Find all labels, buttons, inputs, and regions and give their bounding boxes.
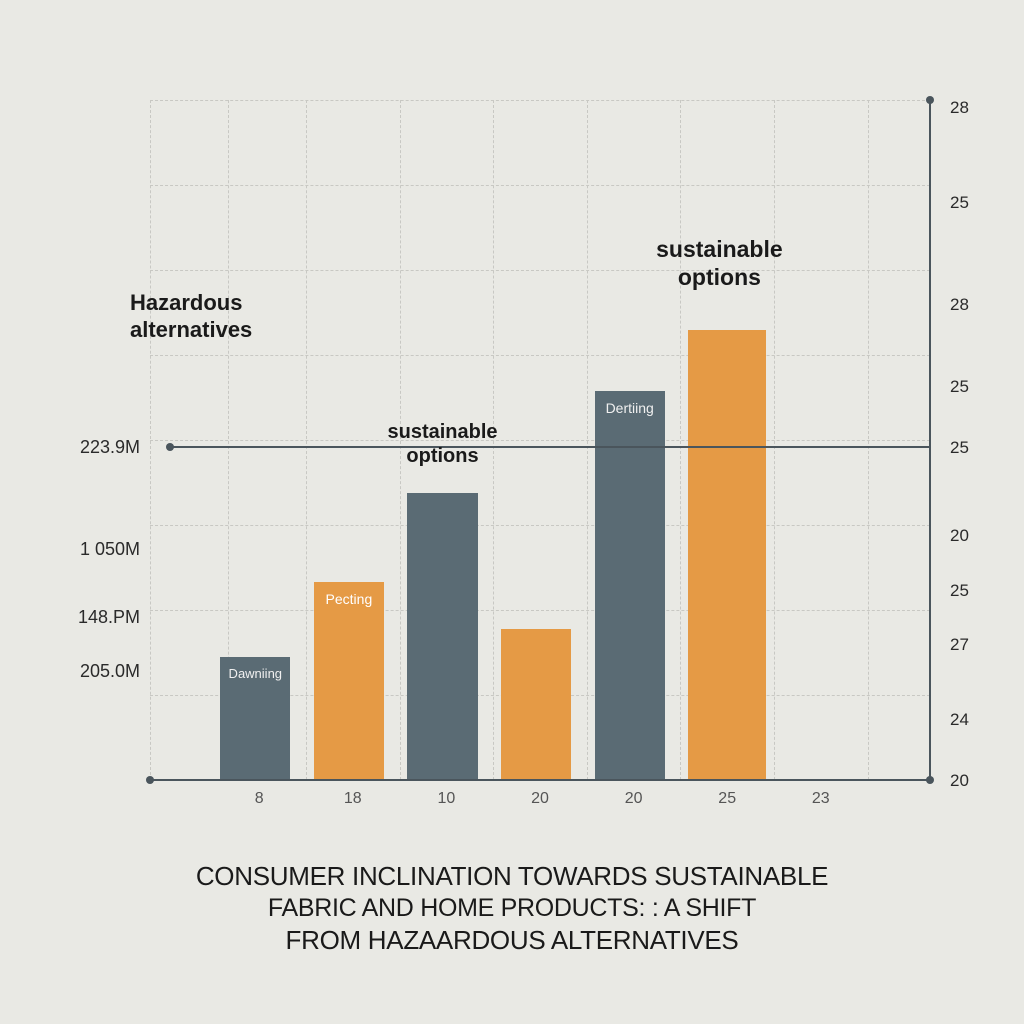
grid-line-vertical [587,100,588,780]
y-axis-label-right: 28 [930,295,969,315]
grid-line-horizontal [150,100,930,101]
bar [407,493,477,779]
x-axis-label: 8 [255,780,264,808]
x-axis-label: 10 [437,780,455,808]
y-axis-label-right: 25 [930,438,969,458]
title-line-1: CONSUMER INCLINATION TOWARDS SUSTAINABLE [162,860,862,893]
y-axis-label-right: 20 [930,771,969,791]
x-axis-label: 18 [344,780,362,808]
y-axis-label-left: 205.0M [80,661,150,682]
annotation: Pecting [326,591,373,608]
annotation: Hazardousalternatives [130,290,252,343]
y-axis-label-right: 27 [930,635,969,655]
grid-line-vertical [150,100,151,780]
x-axis-label: 20 [531,780,549,808]
y-axis-label-right: 25 [930,377,969,397]
bar [314,582,384,779]
origin-dot [146,776,154,784]
grid-line-vertical [868,100,869,780]
y-axis-label-left: 223.9M [80,437,150,458]
bar [688,330,766,779]
grid-line-horizontal [150,270,930,271]
grid-line-vertical [680,100,681,780]
reference-line-dot [166,443,174,451]
grid-line-horizontal [150,525,930,526]
chart-area: 223.9M1 050M148.PM205.0M2825282525202527… [150,100,930,780]
y-axis-label-right: 25 [930,581,969,601]
grid-line-horizontal [150,610,930,611]
grid-line-horizontal [150,440,930,441]
y-axis-label-right: 24 [930,710,969,730]
annotation: sustainableoptions [656,236,783,291]
chart-title: CONSUMER INCLINATION TOWARDS SUSTAINABLE… [162,860,862,956]
y-axis-label-right: 25 [930,193,969,213]
bar [595,391,665,779]
grid-line-horizontal [150,355,930,356]
x-axis-label: 20 [625,780,643,808]
x-axis-label: 23 [812,780,830,808]
y-axis-label-right: 20 [930,526,969,546]
annotation: Dawniing [229,666,282,682]
grid-line-horizontal [150,185,930,186]
y-axis-label-right: 28 [930,98,969,118]
annotation: Dertiing [606,400,654,417]
annotation: sustainableoptions [387,420,497,468]
title-line-2: FABRIC AND HOME PRODUCTS: : A SHIFT [162,893,862,924]
x-axis-label: 25 [718,780,736,808]
reference-line [170,446,931,448]
grid-line-vertical [774,100,775,780]
title-line-3: FROM HAZAARDOUS ALTERNATIVES [162,924,862,957]
y-axis-label-left: 1 050M [80,539,150,560]
y-axis-label-left: 148.PM [78,607,150,628]
bar [501,629,571,779]
grid-line-vertical [306,100,307,780]
